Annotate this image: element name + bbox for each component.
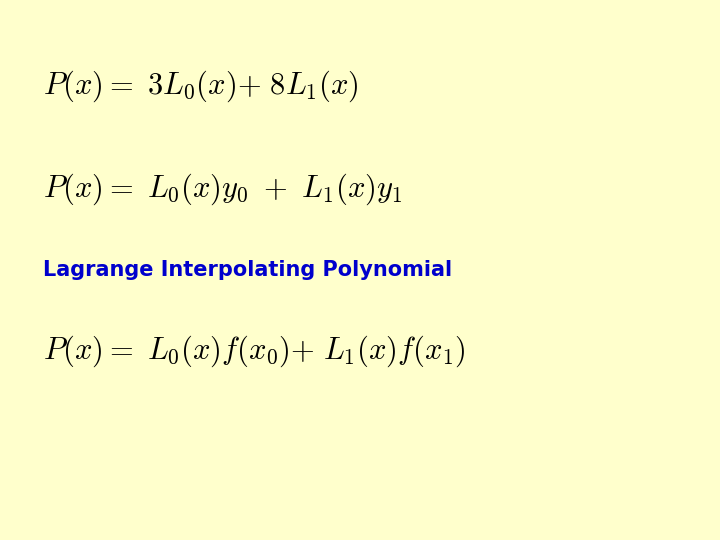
Text: $P(x){=}\ L_0(x)y_0\ +\ L_1(x)y_1$: $P(x){=}\ L_0(x)y_0\ +\ L_1(x)y_1$: [43, 171, 402, 207]
Text: $P(x){=}\ \mathbf{3}L_0(x){+}\ \mathbf{8}L_1(x)$: $P(x){=}\ \mathbf{3}L_0(x){+}\ \mathbf{8…: [43, 69, 359, 104]
Text: Lagrange Interpolating Polynomial: Lagrange Interpolating Polynomial: [43, 260, 452, 280]
Text: $P(x){=}\ L_0(x)f(x_0){+}\ L_1(x)f(x_1)$: $P(x){=}\ L_0(x)f(x_0){+}\ L_1(x)f(x_1)$: [43, 333, 466, 369]
